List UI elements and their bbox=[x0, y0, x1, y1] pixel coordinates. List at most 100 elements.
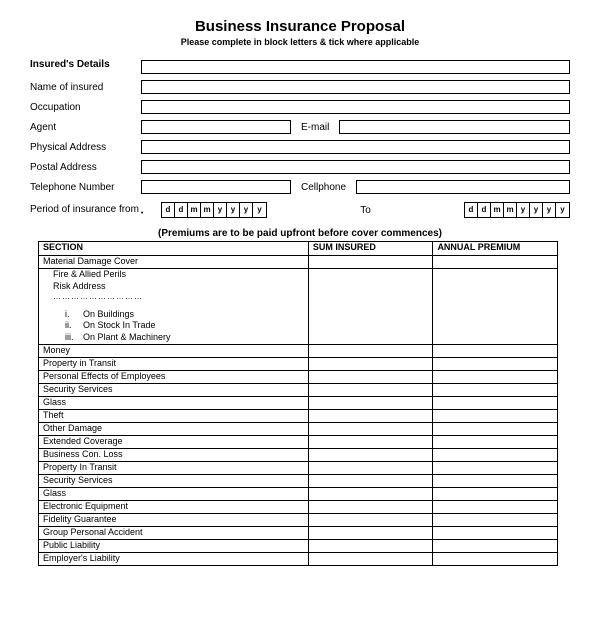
cell-section: Public Liability bbox=[39, 539, 309, 552]
details-heading: Insured's Details bbox=[30, 59, 135, 70]
cell-sum[interactable] bbox=[308, 269, 433, 345]
cell-sum[interactable] bbox=[308, 552, 433, 565]
cellphone-field[interactable] bbox=[356, 180, 570, 194]
cell-section: Glass bbox=[39, 487, 309, 500]
telephone-field[interactable] bbox=[141, 180, 291, 194]
cell-premium[interactable] bbox=[433, 344, 558, 357]
cell-premium[interactable] bbox=[433, 487, 558, 500]
table-row: Property In Transit bbox=[39, 461, 558, 474]
cell-section: Property in Transit bbox=[39, 357, 309, 370]
cell-section: Personal Effects of Employees bbox=[39, 370, 309, 383]
cell-sum[interactable] bbox=[308, 370, 433, 383]
cell-section: Glass bbox=[39, 396, 309, 409]
cell-section: Security Services bbox=[39, 474, 309, 487]
cellphone-label: Cellphone bbox=[297, 182, 350, 193]
table-row: Glass bbox=[39, 487, 558, 500]
cell-premium[interactable] bbox=[433, 552, 558, 565]
cell-premium[interactable] bbox=[433, 448, 558, 461]
table-row: Glass bbox=[39, 396, 558, 409]
name-label: Name of insured bbox=[30, 82, 135, 93]
cell-section: Group Personal Accident bbox=[39, 526, 309, 539]
physical-label: Physical Address bbox=[30, 142, 135, 153]
cell-sum[interactable] bbox=[308, 487, 433, 500]
cell-premium[interactable] bbox=[433, 256, 558, 269]
table-row: Extended Coverage bbox=[39, 435, 558, 448]
cell-section: Employer's Liability bbox=[39, 552, 309, 565]
cell-premium[interactable] bbox=[433, 409, 558, 422]
table-row: Other Damage bbox=[39, 422, 558, 435]
telephone-label: Telephone Number bbox=[30, 182, 135, 193]
cell-premium[interactable] bbox=[433, 370, 558, 383]
cell-sum[interactable] bbox=[308, 526, 433, 539]
cell-section: Fidelity Guarantee bbox=[39, 513, 309, 526]
postal-field[interactable] bbox=[141, 160, 570, 174]
table-header-row: SECTION SUM INSURED ANNUAL PREMIUM bbox=[39, 242, 558, 256]
table-row: Electronic Equipment bbox=[39, 500, 558, 513]
details-field[interactable] bbox=[141, 60, 570, 74]
cell-premium[interactable] bbox=[433, 435, 558, 448]
cell-section: Other Damage bbox=[39, 422, 309, 435]
cell-section: Material Damage Cover bbox=[39, 256, 309, 269]
table-row: Theft bbox=[39, 409, 558, 422]
cell-sum[interactable] bbox=[308, 461, 433, 474]
page-title: Business Insurance Proposal bbox=[30, 18, 570, 35]
cell-section: Electronic Equipment bbox=[39, 500, 309, 513]
table-row: Public Liability bbox=[39, 539, 558, 552]
occupation-label: Occupation bbox=[30, 102, 135, 113]
table-row: Group Personal Accident bbox=[39, 526, 558, 539]
cell-section: Business Con. Loss bbox=[39, 448, 309, 461]
table-row: Personal Effects of Employees bbox=[39, 370, 558, 383]
email-field[interactable] bbox=[339, 120, 570, 134]
cell-sum[interactable] bbox=[308, 256, 433, 269]
table-row: Fidelity Guarantee bbox=[39, 513, 558, 526]
cell-sum[interactable] bbox=[308, 513, 433, 526]
th-section: SECTION bbox=[39, 242, 309, 256]
th-sum: SUM INSURED bbox=[308, 242, 433, 256]
cell-sum[interactable] bbox=[308, 409, 433, 422]
premiums-note: (Premiums are to be paid upfront before … bbox=[30, 228, 570, 239]
cell-premium[interactable] bbox=[433, 539, 558, 552]
table-row-tall: Fire & Allied Perils Risk Address ………………… bbox=[39, 269, 558, 345]
cell-premium[interactable] bbox=[433, 500, 558, 513]
cell-sum[interactable] bbox=[308, 357, 433, 370]
agent-label: Agent bbox=[30, 122, 135, 133]
cell-sum[interactable] bbox=[308, 383, 433, 396]
to-label: To bbox=[273, 205, 458, 216]
cell-sum[interactable] bbox=[308, 396, 433, 409]
agent-field[interactable] bbox=[141, 120, 291, 134]
page-subtitle: Please complete in block letters & tick … bbox=[30, 37, 570, 47]
cell-sum[interactable] bbox=[308, 344, 433, 357]
cell-premium[interactable] bbox=[433, 269, 558, 345]
table-row: Security Services bbox=[39, 474, 558, 487]
date-from[interactable]: ddmmyyyy bbox=[161, 202, 267, 218]
period-label: Period of insurance from • bbox=[30, 204, 155, 217]
cell-section: Property In Transit bbox=[39, 461, 309, 474]
email-label: E-mail bbox=[297, 122, 333, 133]
table-row: Employer's Liability bbox=[39, 552, 558, 565]
cell-section: Theft bbox=[39, 409, 309, 422]
insured-details: Insured's Details Name of insured Occupa… bbox=[30, 59, 570, 218]
physical-field[interactable] bbox=[141, 140, 570, 154]
table-row: Business Con. Loss bbox=[39, 448, 558, 461]
cell-premium[interactable] bbox=[433, 396, 558, 409]
cell-sum[interactable] bbox=[308, 448, 433, 461]
occupation-field[interactable] bbox=[141, 100, 570, 114]
cell-sum[interactable] bbox=[308, 474, 433, 487]
cell-premium[interactable] bbox=[433, 357, 558, 370]
table-row: Security Services bbox=[39, 383, 558, 396]
date-to[interactable]: ddmmyyyy bbox=[464, 202, 570, 218]
cell-premium[interactable] bbox=[433, 474, 558, 487]
cell-premium[interactable] bbox=[433, 513, 558, 526]
cell-premium[interactable] bbox=[433, 383, 558, 396]
cell-sum[interactable] bbox=[308, 435, 433, 448]
cell-premium[interactable] bbox=[433, 526, 558, 539]
table-row: Property in Transit bbox=[39, 357, 558, 370]
cell-premium[interactable] bbox=[433, 422, 558, 435]
cell-sum[interactable] bbox=[308, 500, 433, 513]
th-premium: ANNUAL PREMIUM bbox=[433, 242, 558, 256]
name-field[interactable] bbox=[141, 80, 570, 94]
cell-premium[interactable] bbox=[433, 461, 558, 474]
cell-sum[interactable] bbox=[308, 422, 433, 435]
cell-sum[interactable] bbox=[308, 539, 433, 552]
cell-section: Extended Coverage bbox=[39, 435, 309, 448]
